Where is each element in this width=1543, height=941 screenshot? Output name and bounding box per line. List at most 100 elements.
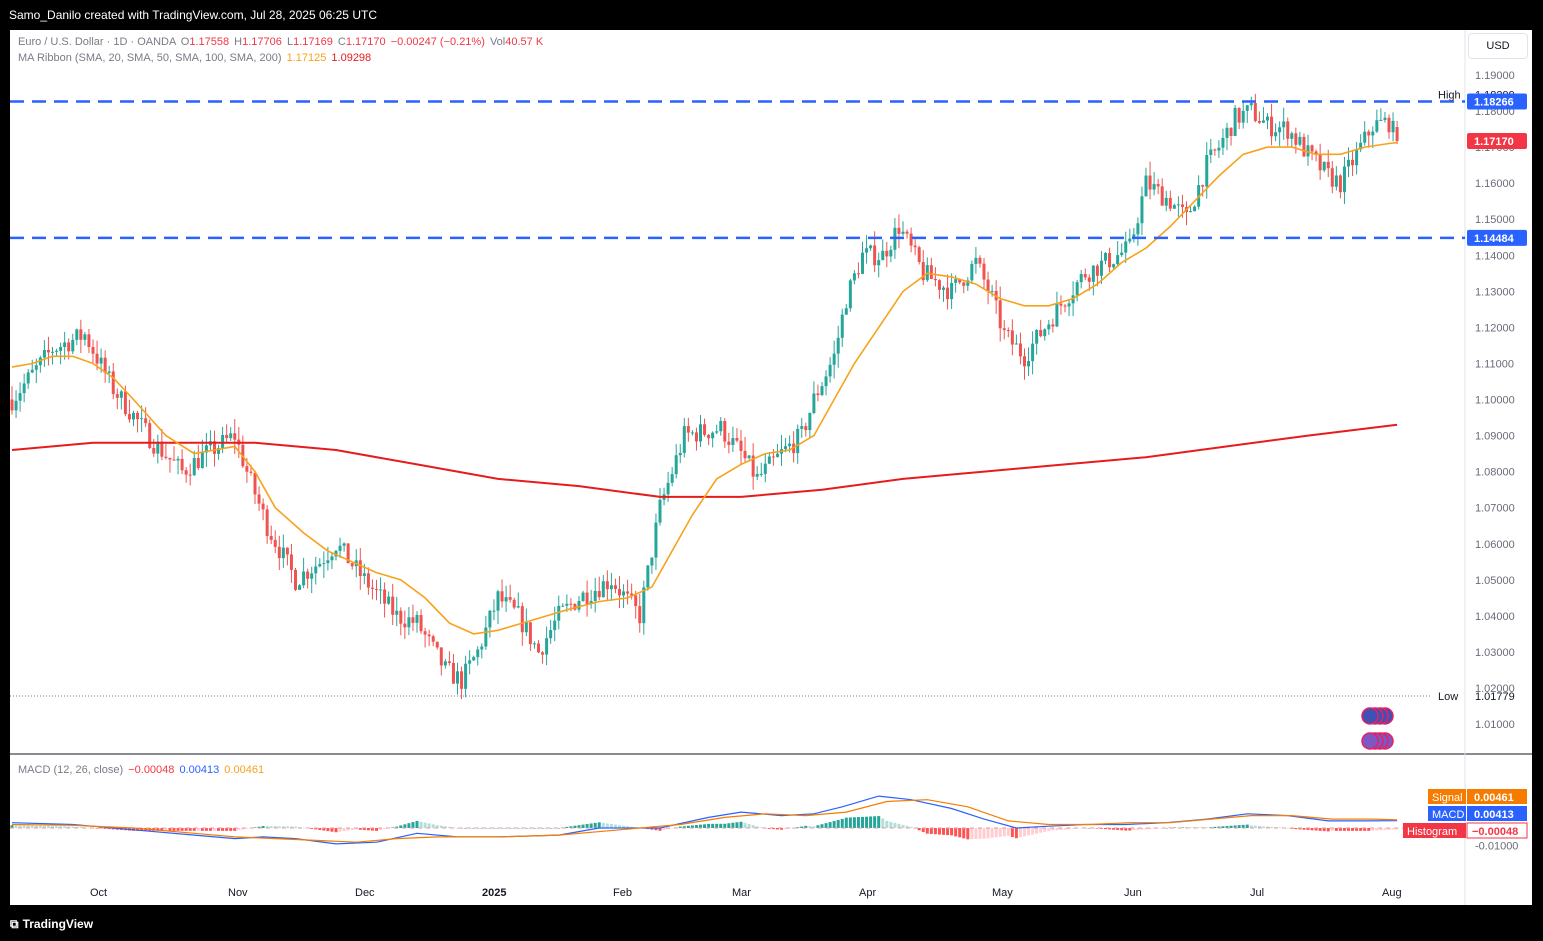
macd-histogram-bar bbox=[998, 828, 1002, 837]
candle-body bbox=[480, 646, 484, 650]
close-label: C bbox=[337, 36, 346, 48]
candle-body bbox=[204, 445, 208, 453]
macd-histogram-bar bbox=[1261, 826, 1265, 828]
support-tag bbox=[1467, 229, 1527, 246]
candle-body bbox=[460, 671, 464, 689]
candle-body bbox=[1043, 329, 1047, 337]
sma20-line bbox=[11, 141, 1398, 635]
macd-histogram-bar bbox=[326, 828, 330, 832]
candle-body bbox=[273, 539, 277, 547]
candle-body bbox=[358, 560, 362, 577]
candle-body bbox=[1051, 324, 1055, 327]
candle-body bbox=[1002, 328, 1006, 331]
macd-histogram-bar bbox=[1286, 828, 1290, 829]
candle-body bbox=[431, 636, 435, 642]
macd-histogram-bar bbox=[816, 825, 820, 828]
macd-histogram-bar bbox=[541, 828, 545, 829]
macd-histogram-bar bbox=[719, 823, 723, 828]
time-axis-label: Mar bbox=[732, 887, 751, 899]
candle-body bbox=[1023, 356, 1026, 367]
macd-histogram-bar bbox=[423, 822, 427, 828]
chart-canvas[interactable]: 1.190001.180001.170001.160001.150001.140… bbox=[10, 30, 1532, 905]
candle-body bbox=[897, 227, 901, 234]
macd-histogram-bar bbox=[747, 824, 751, 828]
macd-histogram-bar bbox=[852, 817, 856, 828]
candle-body bbox=[362, 573, 366, 577]
candle-body bbox=[1136, 223, 1140, 235]
macd-histogram-bar bbox=[970, 828, 974, 840]
price-tick-label: 1.06000 bbox=[1475, 539, 1515, 551]
chart-panel[interactable]: 1.190001.180001.170001.160001.150001.140… bbox=[10, 30, 1532, 905]
price-tick-label: 1.09000 bbox=[1475, 431, 1515, 443]
macd-histogram-bar bbox=[990, 828, 994, 838]
candle-body bbox=[265, 509, 269, 536]
candle-body bbox=[447, 661, 451, 663]
macd-histogram-bar bbox=[407, 823, 411, 828]
candle-body bbox=[609, 585, 613, 590]
candle-body bbox=[836, 337, 840, 354]
macd-histogram-bar bbox=[51, 826, 54, 828]
candle-body bbox=[885, 250, 889, 257]
macd-histogram-bar bbox=[285, 826, 289, 828]
macd-histogram-bar bbox=[1172, 827, 1176, 828]
close-value: 1.17170 bbox=[345, 36, 386, 48]
time-axis-label: Jun bbox=[1124, 887, 1142, 899]
macd-histogram-bar bbox=[273, 826, 277, 828]
macd-histogram-bar bbox=[755, 826, 759, 828]
macd-histogram-bar bbox=[435, 825, 439, 828]
candle-body bbox=[229, 433, 233, 439]
candle-body bbox=[261, 503, 265, 510]
currency-button[interactable]: USD bbox=[1468, 33, 1528, 59]
candle-body bbox=[658, 499, 662, 523]
candle-body bbox=[46, 349, 50, 353]
macd-histogram-bar bbox=[1257, 826, 1261, 828]
macd-histogram-bar bbox=[1051, 828, 1055, 831]
candle-body bbox=[403, 623, 407, 628]
macd-histogram-bar bbox=[897, 823, 901, 828]
macd-histogram-bar bbox=[1330, 828, 1334, 831]
macd-histogram-bar bbox=[848, 817, 852, 828]
candle-body bbox=[861, 252, 864, 274]
candle-body bbox=[759, 473, 763, 475]
candle-body bbox=[156, 441, 160, 454]
macd-histogram-bar bbox=[42, 825, 46, 828]
macd-histogram-bar bbox=[1010, 828, 1014, 837]
macd-histogram-bar bbox=[87, 827, 91, 829]
candle-body bbox=[476, 649, 480, 658]
author-line: Samo_Danilo created with TradingView.com… bbox=[9, 8, 377, 22]
candle-body bbox=[913, 245, 917, 248]
macd-histogram-bar bbox=[1355, 828, 1359, 831]
signal-label: Signal bbox=[1432, 792, 1463, 804]
candle-body bbox=[1237, 107, 1241, 123]
candle-body bbox=[1172, 205, 1176, 209]
candle-body bbox=[342, 543, 346, 546]
candle-body bbox=[1229, 127, 1233, 136]
us-events-icon[interactable] bbox=[1361, 732, 1379, 750]
macd-histogram-bar bbox=[10, 825, 14, 828]
macd-histogram-bar bbox=[808, 826, 812, 828]
candle-body bbox=[1261, 120, 1265, 123]
macd-histogram-bar bbox=[447, 826, 451, 828]
candle-body bbox=[1322, 161, 1326, 171]
macd-histogram-bar bbox=[1043, 828, 1047, 832]
candle-body bbox=[407, 617, 411, 628]
candle-body bbox=[585, 592, 589, 605]
candle-body bbox=[1298, 136, 1302, 145]
macd-histogram-bar bbox=[310, 828, 314, 829]
candle-body bbox=[192, 458, 196, 476]
candle-body bbox=[1104, 252, 1107, 261]
macd-histogram-bar bbox=[180, 828, 184, 831]
candle-body bbox=[630, 593, 634, 596]
macd-histogram-bar bbox=[237, 828, 241, 831]
macd-histogram-bar bbox=[55, 826, 59, 828]
low-label: Low bbox=[1438, 691, 1458, 703]
macd-histogram-bar bbox=[411, 822, 415, 828]
macd-histogram-bar bbox=[877, 816, 881, 828]
tradingview-logo[interactable]: ⧉ TradingView bbox=[10, 917, 93, 932]
candle-body bbox=[848, 280, 852, 309]
macd-histogram-bar bbox=[1116, 828, 1120, 830]
macd-histogram-bar bbox=[1245, 824, 1249, 828]
candle-body bbox=[1132, 234, 1136, 239]
candle-body bbox=[921, 262, 925, 281]
eu-events-icon[interactable] bbox=[1361, 707, 1379, 725]
